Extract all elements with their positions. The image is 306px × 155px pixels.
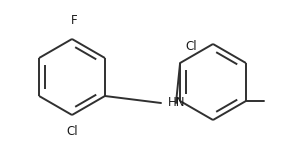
Text: Cl: Cl: [185, 40, 197, 53]
Text: HN: HN: [168, 97, 185, 109]
Text: Cl: Cl: [66, 125, 78, 138]
Text: F: F: [71, 14, 77, 27]
